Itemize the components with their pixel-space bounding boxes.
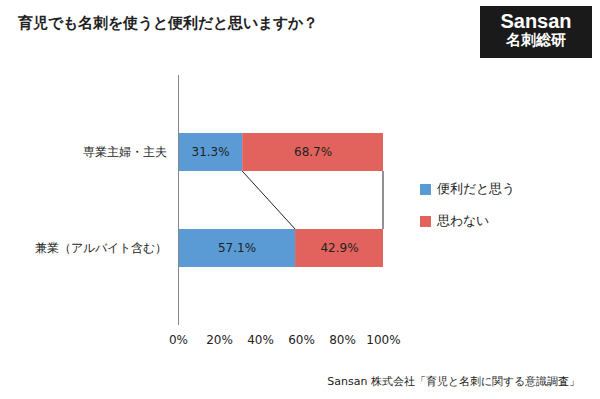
svg-text:専業主婦・主夫: 専業主婦・主夫 bbox=[83, 145, 167, 159]
svg-text:80%: 80% bbox=[329, 333, 356, 347]
svg-text:0%: 0% bbox=[169, 333, 188, 347]
html-text:思わない: 思わない bbox=[437, 213, 489, 228]
html-text:名刺総研: 名刺総研 bbox=[506, 31, 566, 49]
svg-text:40%: 40% bbox=[247, 333, 274, 347]
svg-text:68.7%: 68.7% bbox=[294, 145, 332, 159]
svg-text:42.9%: 42.9% bbox=[320, 241, 358, 255]
svg-text:100%: 100% bbox=[366, 333, 400, 347]
svg-text:57.1%: 57.1% bbox=[218, 241, 256, 255]
html-text:Sansan: Sansan bbox=[500, 10, 572, 32]
svg-text:60%: 60% bbox=[288, 333, 315, 347]
svg-text:31.3%: 31.3% bbox=[192, 145, 230, 159]
svg-text:兼業（アルバイト含む）: 兼業（アルバイト含む） bbox=[35, 241, 167, 255]
html-text:便利だと思う: 便利だと思う bbox=[437, 181, 515, 196]
html-text:育児でも名刺を使うと便利だと思いますか？: 育児でも名刺を使うと便利だと思いますか？ bbox=[18, 14, 318, 32]
html-text:Sansan 株式会社「育児と名刺に関する意識調査」: Sansan 株式会社「育児と名刺に関する意識調査」 bbox=[327, 375, 580, 388]
svg-text:20%: 20% bbox=[206, 333, 233, 347]
